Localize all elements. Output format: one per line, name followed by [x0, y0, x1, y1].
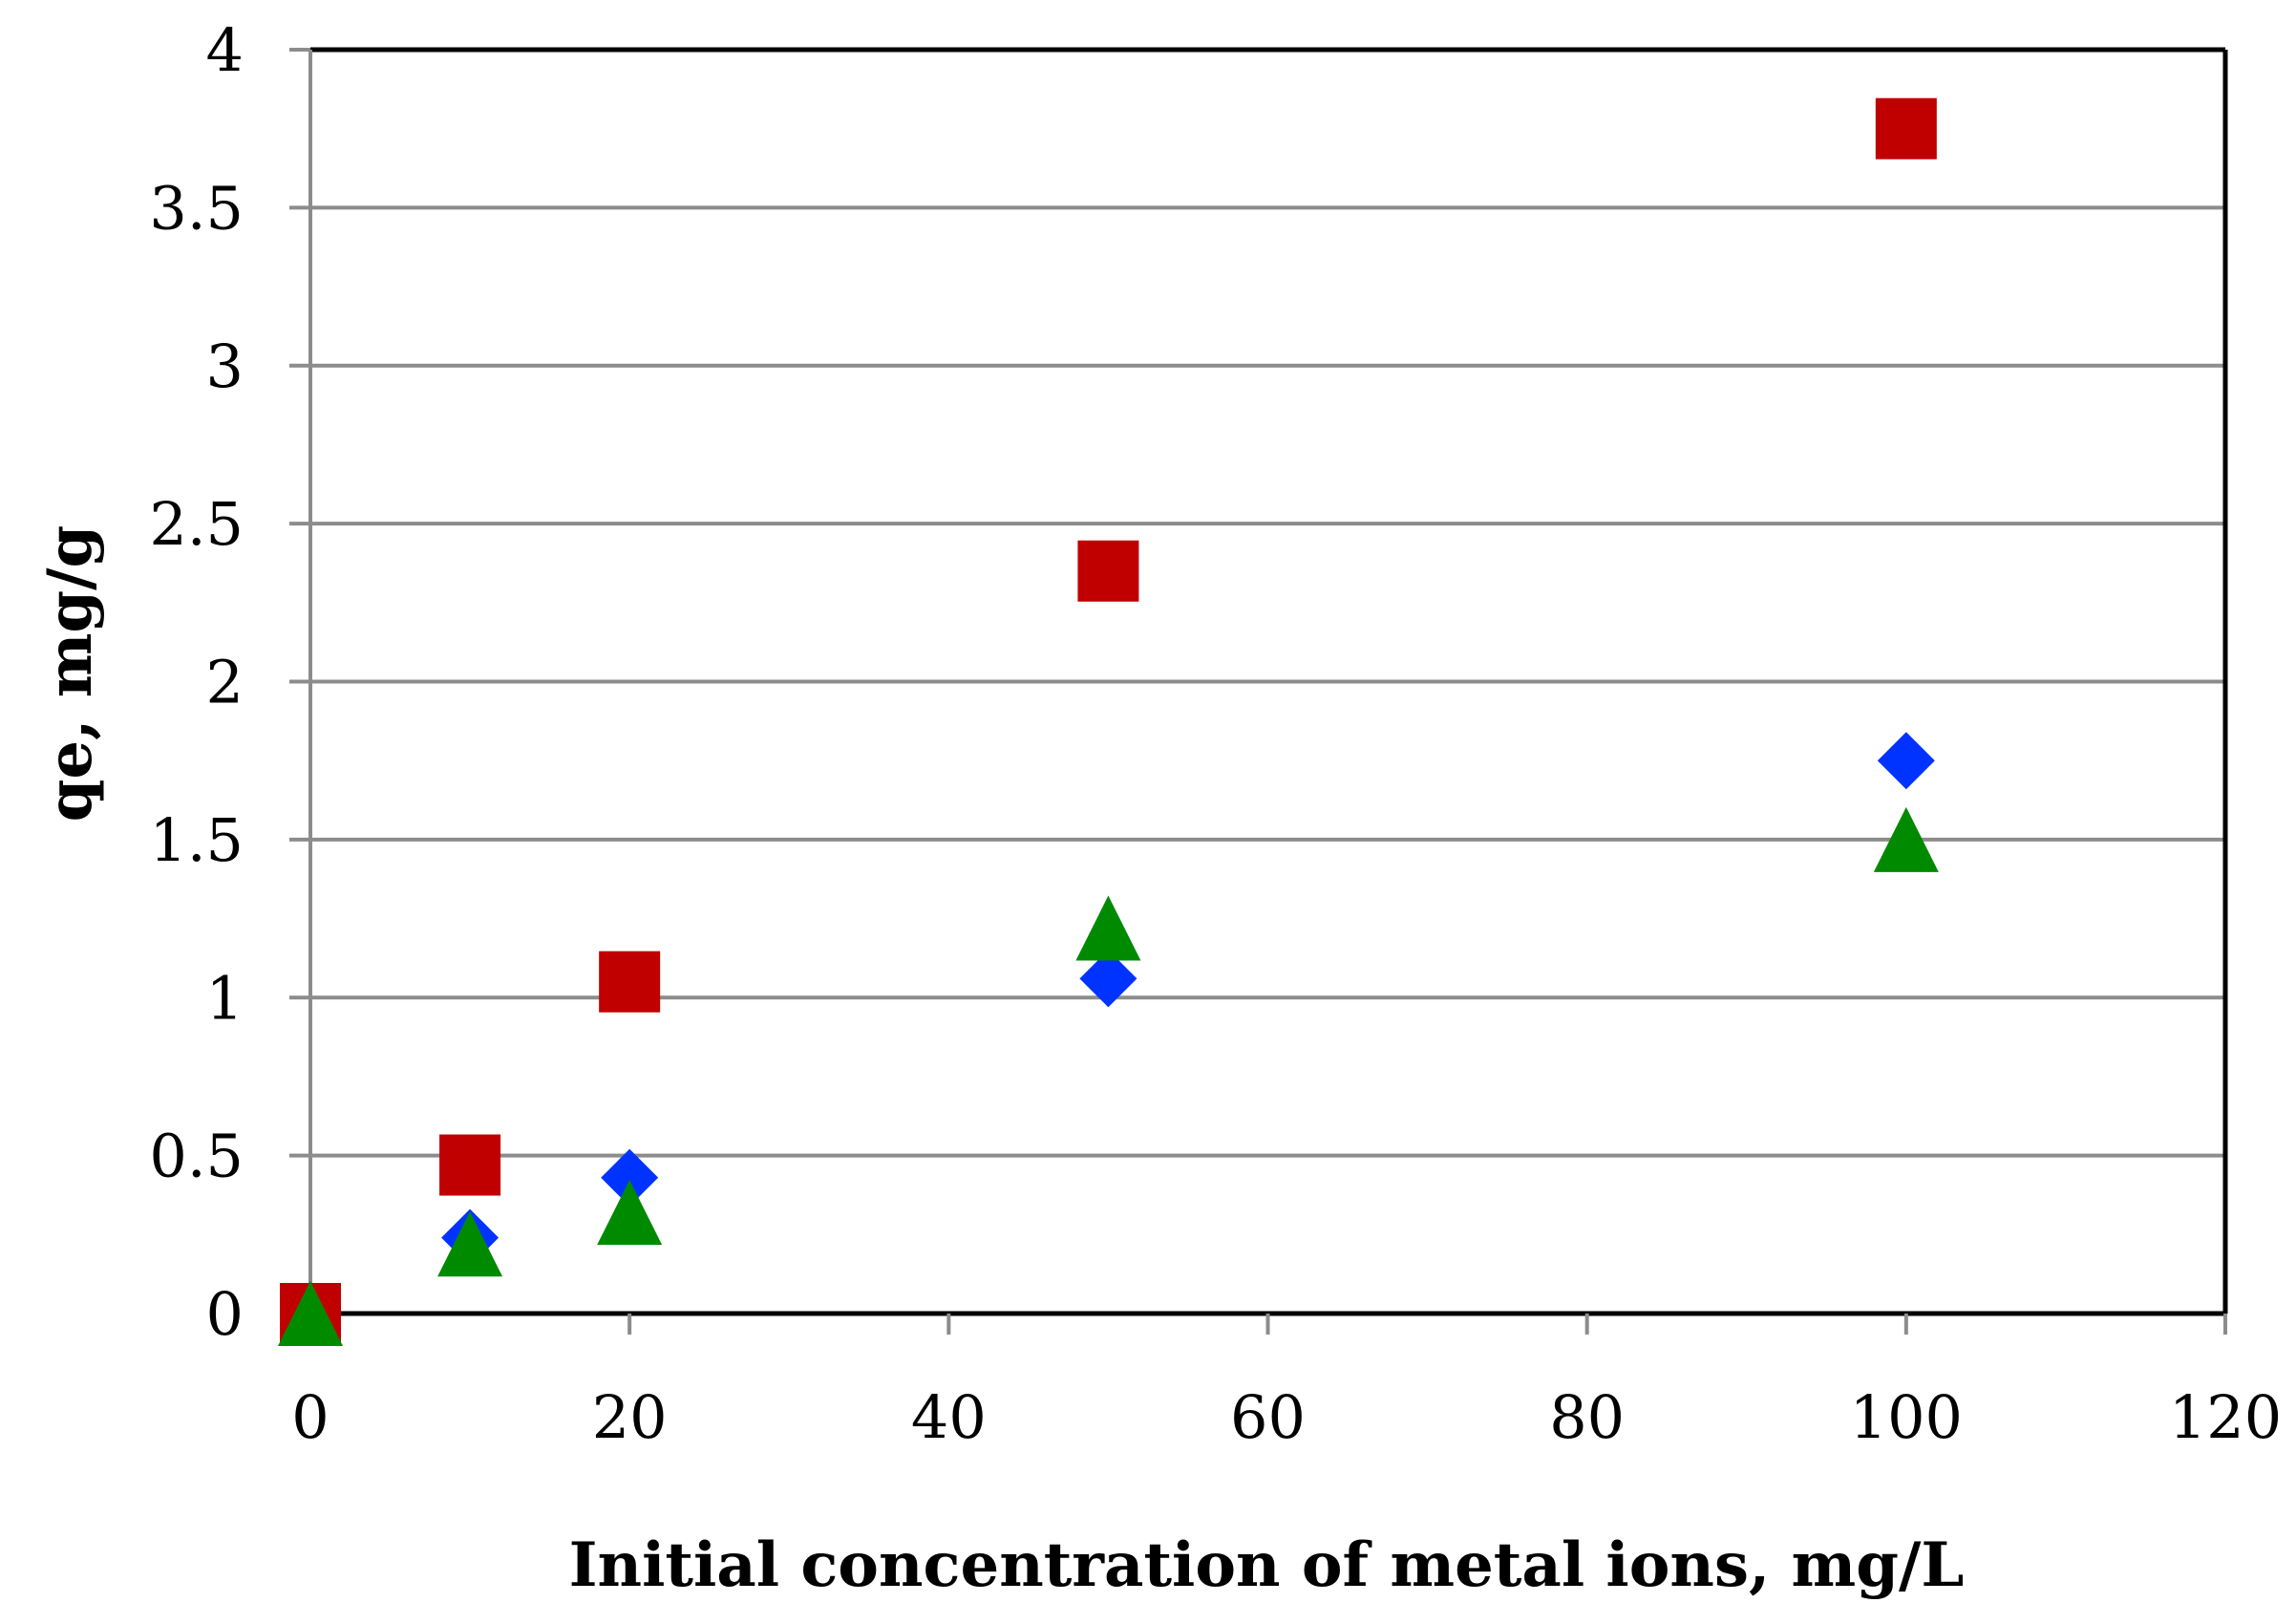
x-tick-label-5: 100 [1850, 1382, 1963, 1452]
series-triangle-point-3 [1075, 895, 1141, 961]
y-tick-label-1: 0.5 [149, 1122, 244, 1191]
x-tick-label-6: 120 [2169, 1382, 2282, 1452]
series-triangle-point-1 [437, 1211, 503, 1277]
x-tick-label-0: 0 [291, 1382, 329, 1452]
series-square-point-3 [1077, 540, 1139, 602]
x-tick-label-4: 80 [1549, 1382, 1625, 1452]
series-square-point-4 [1875, 97, 1937, 160]
y-tick-label-8: 4 [206, 15, 244, 85]
gridlines [310, 48, 2225, 1158]
series-triangle-point-0 [278, 1281, 343, 1346]
series-square-point-2 [599, 951, 661, 1013]
data-points [278, 97, 1939, 1346]
y-tick-label-7: 3.5 [149, 173, 244, 243]
y-tick-label-2: 1 [206, 963, 244, 1033]
series-triangle-point-4 [1873, 806, 1939, 872]
axes [289, 47, 2228, 1335]
y-tick-label-6: 3 [206, 331, 244, 401]
x-axis-title: Initial concentration of metal ions, mg/… [569, 1529, 1965, 1601]
y-tick-label-4: 2 [206, 648, 244, 717]
series-triangle-point-2 [597, 1180, 663, 1246]
x-tick-label-2: 40 [911, 1382, 987, 1452]
y-tick-label-0: 0 [206, 1279, 244, 1349]
series-square-point-1 [439, 1134, 501, 1196]
series-diamond-point-2 [601, 1148, 659, 1207]
series-diamond-point-4 [1877, 732, 1935, 790]
y-tick-label-3: 1.5 [149, 805, 244, 875]
x-tick-label-1: 20 [592, 1382, 668, 1452]
x-tick-label-3: 60 [1230, 1382, 1306, 1452]
y-tick-label-5: 2.5 [149, 489, 244, 559]
tick-labels: 00.511.522.533.540 20 40 60 80 100 120 [149, 15, 2282, 1452]
series-diamond-point-3 [1079, 950, 1137, 1008]
y-axis-title: qe, mg/g [34, 525, 106, 823]
